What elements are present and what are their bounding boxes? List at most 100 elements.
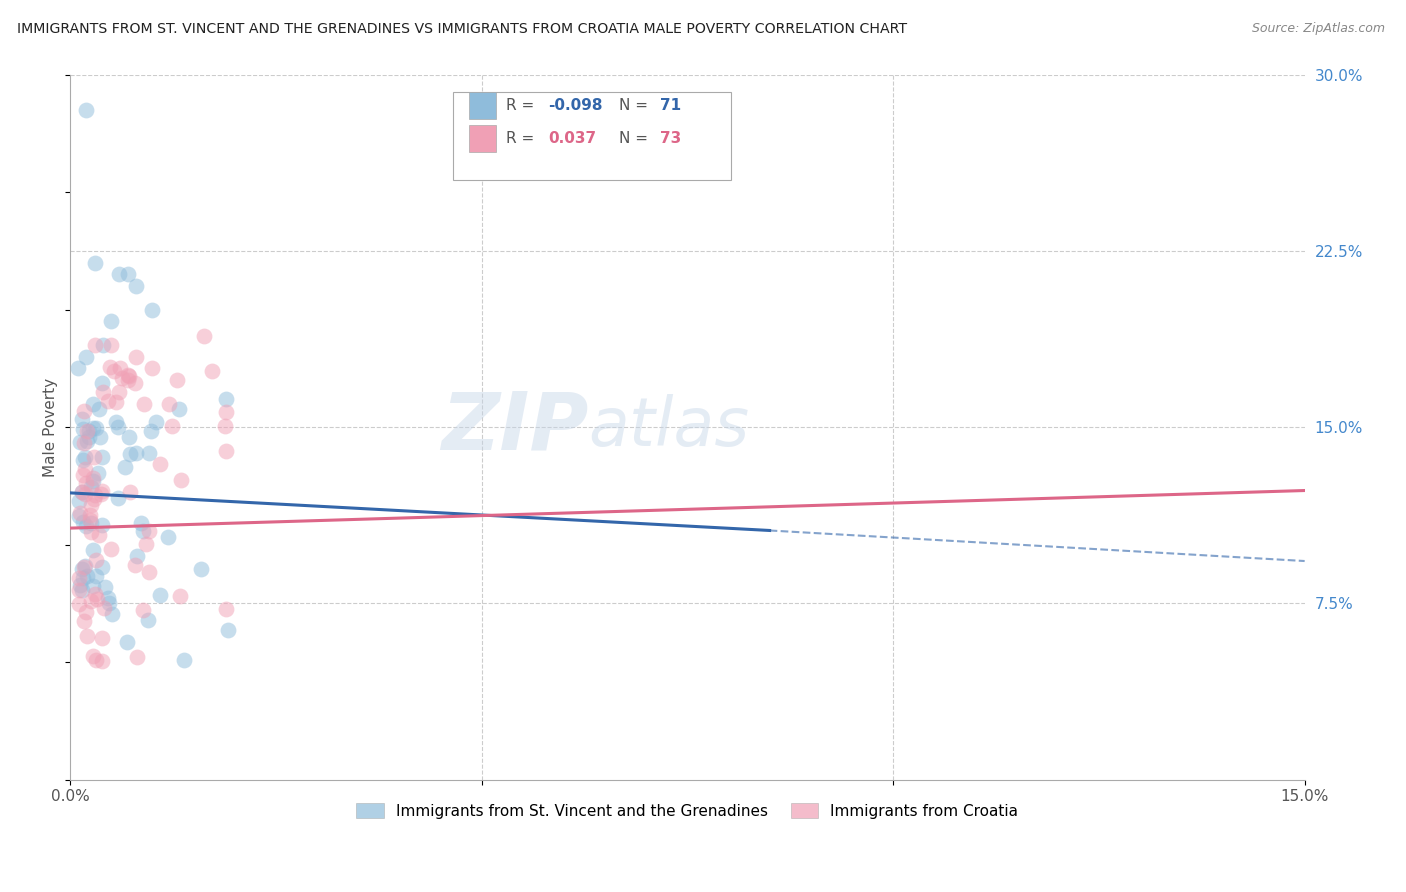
Point bbox=[83, 255, 105, 269]
Point bbox=[217, 623, 239, 637]
Point bbox=[72, 468, 94, 483]
Point bbox=[170, 473, 193, 487]
Point bbox=[75, 518, 97, 533]
Point bbox=[79, 593, 101, 607]
Point bbox=[67, 361, 90, 376]
Point bbox=[97, 591, 120, 605]
Point bbox=[72, 421, 94, 435]
Point bbox=[169, 589, 191, 603]
Point bbox=[98, 359, 121, 374]
Point bbox=[118, 447, 141, 461]
Point bbox=[76, 425, 98, 439]
Point bbox=[141, 302, 163, 317]
Point bbox=[73, 403, 96, 417]
Point bbox=[214, 418, 236, 433]
Point bbox=[86, 592, 108, 607]
Point bbox=[73, 435, 96, 450]
Point bbox=[139, 425, 162, 439]
Text: -0.098: -0.098 bbox=[548, 98, 602, 113]
Point bbox=[101, 607, 124, 621]
Point bbox=[120, 485, 142, 500]
Point bbox=[76, 434, 98, 448]
Point bbox=[173, 653, 195, 667]
Point bbox=[84, 553, 107, 567]
Point bbox=[132, 603, 155, 617]
Point bbox=[67, 597, 90, 611]
Point bbox=[117, 373, 139, 387]
Point bbox=[190, 562, 212, 576]
Point bbox=[160, 418, 183, 433]
Point bbox=[70, 485, 93, 500]
Point bbox=[75, 605, 97, 619]
Point bbox=[215, 405, 238, 419]
Point bbox=[76, 629, 98, 643]
Point bbox=[90, 487, 112, 501]
Point bbox=[93, 601, 115, 615]
Point bbox=[107, 491, 129, 506]
FancyBboxPatch shape bbox=[453, 92, 731, 180]
Point bbox=[138, 565, 160, 579]
Point bbox=[167, 402, 190, 417]
Text: IMMIGRANTS FROM ST. VINCENT AND THE GRENADINES VS IMMIGRANTS FROM CROATIA MALE P: IMMIGRANTS FROM ST. VINCENT AND THE GREN… bbox=[17, 22, 907, 37]
Point bbox=[75, 486, 97, 500]
Point bbox=[104, 395, 127, 409]
Point bbox=[82, 471, 104, 485]
Point bbox=[93, 580, 115, 594]
Point bbox=[80, 498, 103, 512]
Point bbox=[107, 420, 129, 434]
Point bbox=[80, 525, 103, 540]
Point bbox=[73, 614, 96, 628]
Point bbox=[76, 569, 98, 583]
Point bbox=[100, 314, 122, 328]
Point bbox=[141, 361, 163, 376]
Point bbox=[79, 513, 101, 527]
Point bbox=[73, 462, 96, 476]
Point bbox=[75, 450, 97, 464]
Point bbox=[97, 394, 120, 409]
Point bbox=[82, 474, 104, 488]
Point bbox=[73, 560, 96, 574]
Point bbox=[132, 396, 155, 410]
Point bbox=[83, 488, 105, 502]
Point bbox=[104, 415, 127, 429]
Point bbox=[157, 530, 180, 544]
Text: R =: R = bbox=[506, 98, 538, 113]
Point bbox=[91, 338, 114, 352]
Point bbox=[69, 578, 91, 592]
Point bbox=[91, 384, 114, 399]
Point bbox=[90, 450, 112, 464]
Point bbox=[75, 103, 97, 117]
Bar bbox=[468, 125, 496, 152]
Point bbox=[86, 466, 108, 480]
Text: Source: ZipAtlas.com: Source: ZipAtlas.com bbox=[1251, 22, 1385, 36]
Point bbox=[72, 562, 94, 576]
Point bbox=[124, 376, 146, 390]
Point bbox=[84, 569, 107, 583]
Text: ZIP: ZIP bbox=[441, 388, 589, 466]
Point bbox=[111, 371, 134, 385]
Point bbox=[118, 369, 141, 384]
Point bbox=[84, 653, 107, 667]
Point bbox=[193, 329, 215, 343]
Point bbox=[201, 363, 224, 377]
Point bbox=[138, 524, 160, 539]
Point bbox=[136, 614, 159, 628]
Point bbox=[80, 516, 103, 530]
Point bbox=[91, 483, 114, 498]
Point bbox=[82, 579, 104, 593]
Point bbox=[149, 458, 172, 472]
Point bbox=[108, 384, 131, 399]
Point bbox=[132, 524, 155, 538]
Point bbox=[79, 424, 101, 438]
Point bbox=[129, 516, 152, 530]
Text: atlas: atlas bbox=[589, 394, 749, 460]
Text: N =: N = bbox=[620, 98, 654, 113]
Bar bbox=[468, 92, 496, 119]
Text: N =: N = bbox=[620, 131, 654, 146]
Point bbox=[135, 537, 157, 551]
Point bbox=[125, 279, 148, 293]
Point bbox=[83, 491, 105, 506]
Point bbox=[148, 588, 170, 602]
Point bbox=[67, 582, 90, 597]
Point bbox=[70, 484, 93, 499]
